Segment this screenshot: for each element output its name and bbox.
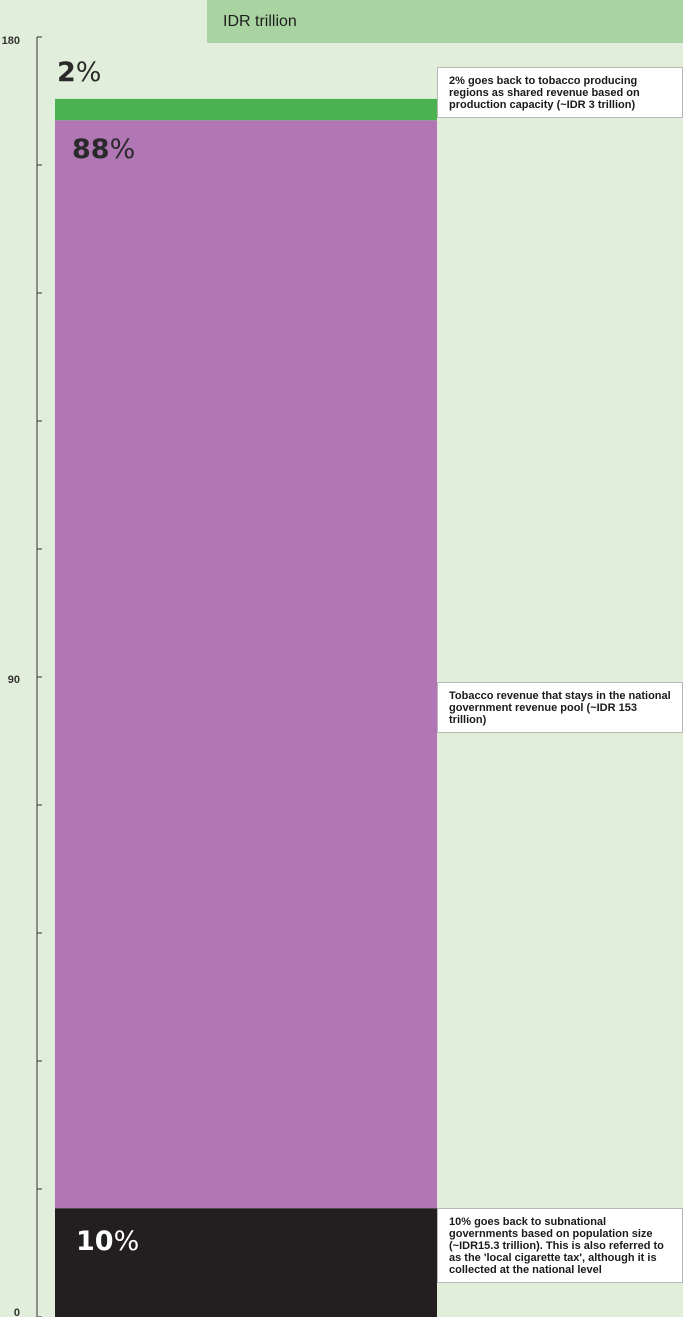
segment-label-producing: 2%	[57, 57, 101, 88]
segment-label-national: 88%	[72, 134, 135, 165]
y-tick-label: 90	[8, 674, 20, 686]
share-symbol: %	[75, 56, 102, 88]
share-symbol: %	[113, 1226, 140, 1258]
bar-segment-producing	[55, 98, 437, 121]
bar-stack	[55, 98, 437, 1317]
annotation-subnational: 10% goes back to subnational governments…	[437, 1208, 683, 1284]
y-tick-label: 0	[14, 1307, 20, 1317]
share-symbol: %	[109, 134, 136, 166]
unit-label-banner: IDR trillion	[207, 0, 683, 43]
segment-label-subnational: 10%	[76, 1226, 139, 1257]
annotation-national: Tobacco revenue that stays in the nation…	[437, 681, 683, 733]
share-number: 10	[76, 1226, 114, 1258]
share-number: 2	[57, 56, 76, 88]
bar-segment-national	[55, 120, 437, 1209]
y-axis: 0 90 180	[2, 35, 42, 1317]
annotation-producing: 2% goes back to tobacco producing region…	[437, 66, 683, 118]
share-number: 88	[72, 134, 110, 166]
bar-segment-subnational	[55, 1208, 437, 1317]
y-tick-label: 180	[2, 35, 20, 47]
